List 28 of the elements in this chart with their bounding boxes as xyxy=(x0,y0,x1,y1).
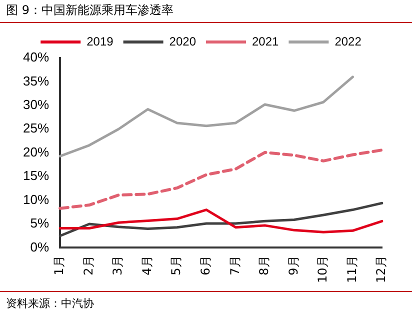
x-tick-label: 12月 xyxy=(374,256,388,284)
y-tick-label: 35% xyxy=(22,73,50,88)
text: 资料来源：中汽协 xyxy=(6,296,94,311)
x-tick-label: 4月 xyxy=(140,256,154,276)
x-tick-label: 5月 xyxy=(169,256,184,276)
legend-label: 2020 xyxy=(169,34,196,48)
x-tick-label: 3月 xyxy=(110,256,125,276)
y-tick-label: 20% xyxy=(22,144,50,160)
x-tick-label: 1月 xyxy=(52,256,66,276)
x-tick-label: 8月 xyxy=(257,256,272,276)
x-tick-label: 6月 xyxy=(198,256,212,276)
x-tick-label: 10月 xyxy=(316,256,330,284)
legend-label: 2019 xyxy=(86,34,114,48)
x-tick-label: 2月 xyxy=(81,256,96,276)
y-tick-label: 25% xyxy=(22,120,50,136)
y-tick-label: 15% xyxy=(22,168,50,184)
chart-title: 图 9：中国新能源乘用车渗透率 xyxy=(6,2,174,19)
x-tick-label: 9月 xyxy=(286,256,300,276)
x-tick-label: 11月 xyxy=(344,256,359,284)
y-tick-label: 30% xyxy=(22,97,50,112)
y-tick-label: 0% xyxy=(30,239,50,254)
y-tick-label: 5% xyxy=(30,216,50,231)
legend-label: 2022 xyxy=(334,34,362,48)
line-series xyxy=(58,148,384,210)
x-tick-label: 7月 xyxy=(228,256,242,276)
y-tick-label: 10% xyxy=(22,192,50,207)
legend-label: 2021 xyxy=(252,34,280,48)
y-tick-label: 40% xyxy=(22,50,50,65)
